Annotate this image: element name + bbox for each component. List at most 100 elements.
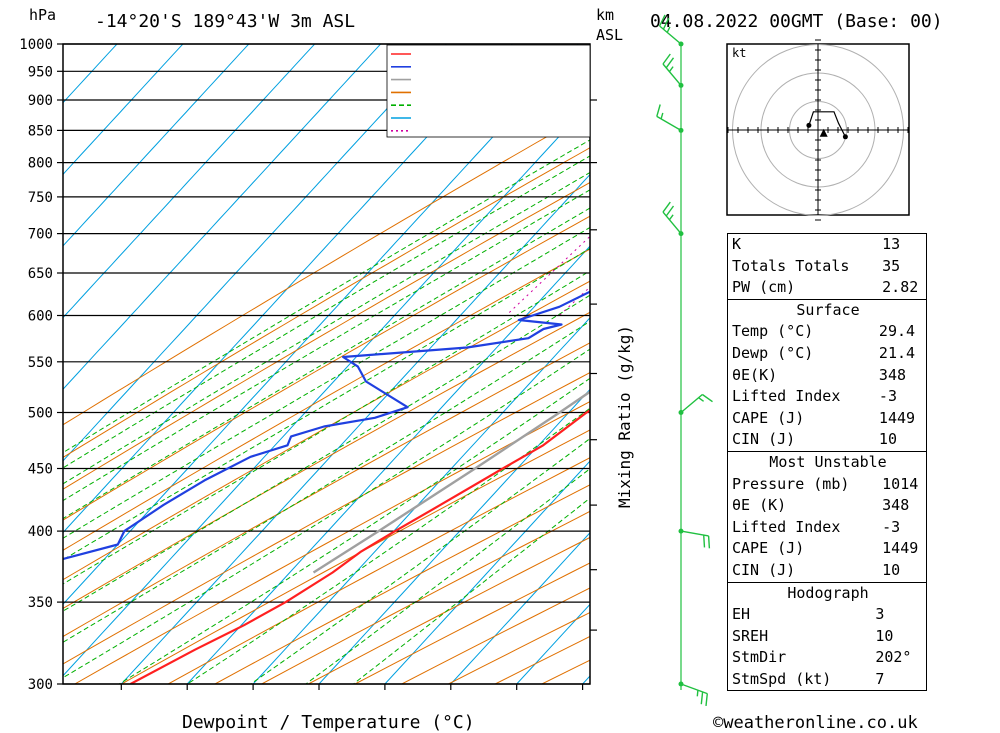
pressure-tick-label: 950 bbox=[28, 64, 53, 80]
dry-adiabat-line bbox=[120, 429, 590, 684]
index-label: Temp (°C) bbox=[732, 322, 814, 341]
index-label: CIN (J) bbox=[732, 560, 796, 579]
wind-barb bbox=[678, 681, 708, 706]
wind-barb-half-flag bbox=[668, 214, 674, 221]
legend bbox=[386, 44, 591, 138]
index-label: StmDir bbox=[732, 648, 787, 667]
pressure-tick-label: 350 bbox=[28, 595, 53, 611]
index-row: CIN (J) 10 bbox=[728, 560, 928, 582]
wind-barb bbox=[662, 201, 684, 237]
pressure-tick-label: 400 bbox=[28, 524, 53, 540]
wind-barb-flag bbox=[658, 14, 666, 27]
wind-barb-flag bbox=[707, 535, 711, 549]
wind-barb-flag bbox=[701, 393, 713, 403]
index-row: K 13 bbox=[728, 234, 928, 256]
index-value: 21.4 bbox=[878, 343, 916, 362]
wet-adiabat-line bbox=[305, 468, 590, 684]
pressure-tick-label: 1000 bbox=[19, 37, 53, 53]
index-row: SREH 10 bbox=[728, 626, 928, 648]
isotherm-line bbox=[318, 388, 590, 684]
wet-adiabat-line bbox=[63, 139, 590, 454]
index-row: Lifted Index -3 bbox=[728, 517, 928, 539]
wind-barb-staff bbox=[680, 683, 708, 695]
index-value: 2.82 bbox=[882, 278, 919, 297]
indices-surface: Surface Temp (°C) 29.4 Dewp (°C) 21.4 θE(K) 3… bbox=[727, 298, 928, 452]
wind-barb-flag bbox=[665, 205, 675, 217]
wind-barb-half-flag bbox=[660, 112, 664, 120]
indices-most-unstable: Most Unstable Pressure (mb) 1014 θE (K) 348… bbox=[727, 450, 928, 583]
isotherm-line bbox=[63, 44, 118, 104]
pressure-tick-label: 750 bbox=[28, 190, 53, 206]
dry-adiabat-line bbox=[260, 510, 590, 684]
index-row: θE(K) 348 bbox=[728, 365, 928, 387]
credit-text: ©weatheronline.co.uk bbox=[713, 713, 918, 733]
index-row: Lifted Index -3 bbox=[728, 386, 928, 408]
pressure-tick-label: 300 bbox=[28, 677, 53, 693]
wind-barb bbox=[662, 53, 684, 88]
isotherm-line bbox=[252, 317, 590, 684]
height-ref-label: ASL bbox=[596, 26, 623, 44]
hodograph-point bbox=[806, 122, 812, 128]
index-value: -3 bbox=[882, 517, 901, 536]
index-label: Lifted Index bbox=[732, 517, 841, 536]
dry-adiabat-line bbox=[63, 371, 590, 665]
index-label: StmSpd (kt) bbox=[732, 669, 832, 688]
wet-adiabat-line bbox=[63, 171, 590, 485]
indices-hodograph: Hodograph EH 3 SREH 10 StmDir 202° StmSpd (kt)… bbox=[727, 581, 928, 692]
hodograph-title: Hodograph bbox=[787, 583, 869, 602]
wind-barb-half-flag bbox=[666, 26, 671, 33]
index-value: 348 bbox=[882, 496, 910, 515]
pressure-tick-label: 850 bbox=[28, 123, 53, 139]
index-value: -3 bbox=[878, 387, 897, 406]
index-label: Pressure (mb) bbox=[732, 474, 850, 493]
index-label: CAPE (J) bbox=[732, 408, 805, 427]
index-row: CAPE (J) 1449 bbox=[728, 538, 928, 560]
index-label: Dewp (°C) bbox=[732, 343, 814, 362]
indices-panel: K 13 Totals Totals 35 PW (cm) 2.82 Surface Te… bbox=[727, 233, 928, 692]
index-value: 29.4 bbox=[878, 322, 916, 341]
index-label: Lifted Index bbox=[732, 387, 841, 406]
wet-adiabat-line bbox=[63, 270, 590, 585]
most-unstable-title: Most Unstable bbox=[769, 452, 887, 471]
pressure-tick-label: 500 bbox=[28, 406, 53, 422]
wet-adiabat-line bbox=[63, 294, 590, 612]
dry-adiabat-line bbox=[63, 111, 590, 426]
dry-adiabat-line bbox=[63, 181, 590, 490]
wind-barb-flag bbox=[705, 693, 708, 706]
isotherm-line bbox=[63, 44, 382, 390]
wind-barb-half-flag bbox=[698, 397, 705, 402]
wind-barb bbox=[678, 528, 711, 549]
index-label: θE (K) bbox=[732, 496, 787, 515]
wind-barb-flag bbox=[700, 691, 704, 705]
isotherm-line bbox=[384, 460, 590, 684]
isotherm-line bbox=[63, 102, 590, 677]
wind-barb-flag bbox=[656, 104, 661, 117]
wind-barb bbox=[656, 104, 684, 133]
index-row: Dewp (°C) 21.4 bbox=[728, 343, 928, 365]
index-row: EH 3 bbox=[728, 604, 928, 626]
index-row: StmDir 202° bbox=[728, 647, 928, 669]
index-value: 348 bbox=[878, 365, 907, 384]
indices-general: K 13 Totals Totals 35 PW (cm) 2.82 bbox=[727, 233, 927, 300]
index-row: PW (cm) 2.82 bbox=[728, 277, 928, 299]
isotherm-line bbox=[186, 245, 590, 684]
index-value: 13 bbox=[882, 235, 901, 253]
wind-barb-flag bbox=[665, 57, 675, 69]
dry-adiabat-line bbox=[63, 215, 590, 521]
plot-frame bbox=[62, 43, 591, 685]
index-value: 10 bbox=[875, 626, 894, 645]
index-label: PW (cm) bbox=[732, 278, 796, 297]
wet-adiabat-line bbox=[63, 155, 590, 469]
surface-title: Surface bbox=[796, 300, 860, 319]
dewpoint-line bbox=[63, 290, 590, 561]
wind-barb-flag bbox=[662, 53, 671, 65]
dry-adiabat-line bbox=[63, 280, 590, 581]
dry-adiabat-line bbox=[63, 147, 590, 458]
wet-adiabat-line bbox=[63, 247, 590, 561]
index-label: EH bbox=[732, 605, 751, 624]
index-row: Temp (°C) 29.4 bbox=[728, 321, 928, 343]
index-label: CAPE (J) bbox=[732, 539, 805, 558]
index-label: K bbox=[732, 235, 742, 253]
index-value: 35 bbox=[882, 256, 901, 275]
